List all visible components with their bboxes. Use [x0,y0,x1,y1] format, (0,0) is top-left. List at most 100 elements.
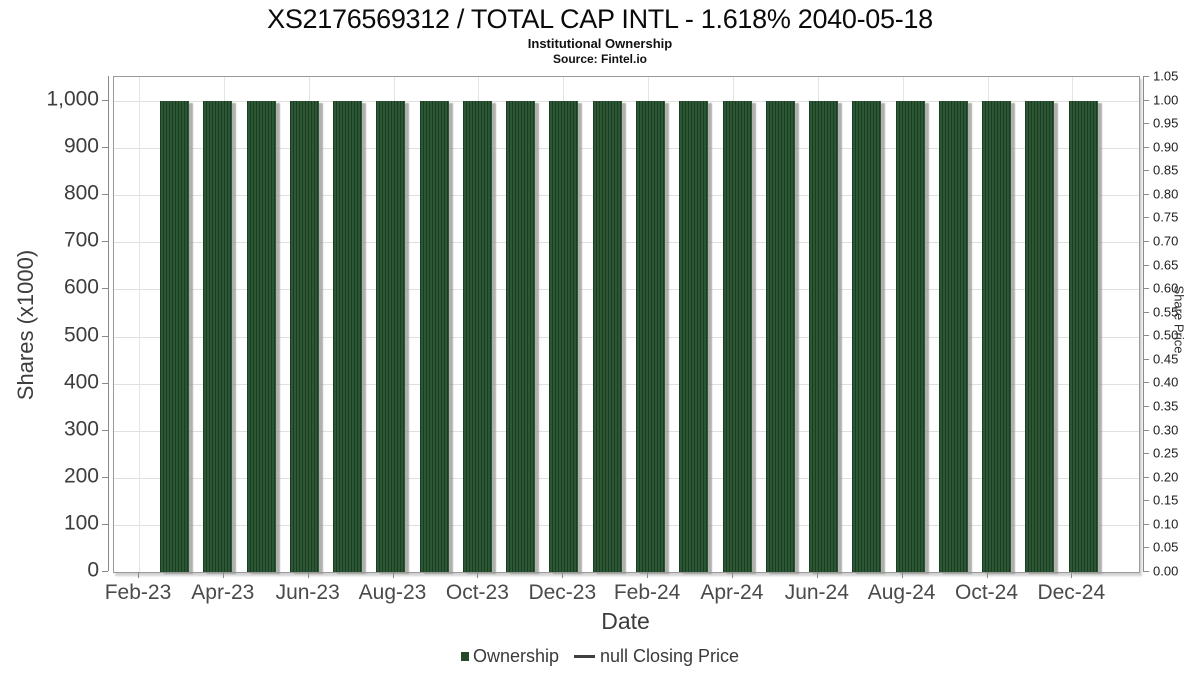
ownership-bar[interactable] [549,101,579,572]
h-gridline [114,101,1139,102]
y-axis-tick-left [102,335,108,337]
y-axis-tick-right [1143,288,1149,290]
ownership-bar[interactable] [289,101,319,572]
y-axis-label-left: 0 [87,558,99,582]
h-gridline [114,148,1139,150]
y-axis-tick-right [1143,123,1149,125]
y-axis-spine-left [108,76,109,571]
ownership-bar[interactable] [203,101,233,572]
h-gridline [114,242,1139,244]
y-axis-tick-left [102,429,108,431]
y-axis-label-right: 0.20 [1153,469,1179,485]
y-axis-tick-right [1143,523,1149,525]
y-axis-tick-right [1143,146,1149,148]
y-axis-tick-right [1143,382,1149,384]
y-axis-label-left: 900 [63,134,99,158]
y-axis-title-right: Share Price [1171,285,1187,354]
legend-ownership-label[interactable]: Ownership [472,646,559,666]
ownership-bar[interactable] [333,101,363,572]
ownership-bar[interactable] [376,101,406,572]
x-axis-label: Jun-23 [275,581,340,604]
chart-legend: Ownership null Closing Price [0,646,1200,667]
y-axis-tick-right [1143,453,1149,455]
y-axis-tick-left [102,571,108,572]
ownership-bar[interactable] [462,101,492,572]
ownership-bar[interactable] [809,101,839,572]
x-axis-label: Aug-24 [867,581,936,604]
y-axis-label-left: 600 [63,275,99,299]
x-axis-label: Feb-23 [104,581,172,604]
legend-closing-price-label[interactable]: null Closing Price [599,646,740,666]
y-axis-label-right: 0.05 [1153,539,1179,555]
y-axis-tick-right [1143,476,1149,478]
legend-line-marker-icon [573,655,595,658]
y-axis-tick-left [102,194,108,196]
y-axis-spine-right [1143,76,1144,571]
ownership-bar[interactable] [1068,101,1098,572]
y-axis-tick-right [1143,335,1149,337]
y-axis-tick-right [1143,241,1149,242]
y-axis-label-right: 1.05 [1153,68,1179,84]
y-axis-tick-left [102,476,108,478]
y-axis-label-right: 0.95 [1153,115,1179,131]
ownership-bar[interactable] [679,101,709,572]
y-axis-tick-right [1143,170,1149,172]
x-axis-label: Apr-24 [700,581,764,604]
y-axis-tick-right [1143,547,1149,549]
y-axis-tick-right [1143,358,1149,360]
x-axis-label: Apr-23 [191,581,255,604]
y-axis-label-right: 0.90 [1153,139,1179,155]
y-axis-tick-right [1143,571,1149,572]
x-axis-label: Oct-24 [954,581,1019,604]
y-axis-label-left: 100 [63,511,99,535]
h-gridline [114,477,1139,479]
y-axis-label-left: 200 [63,464,99,488]
legend-ownership-swatch-icon [460,652,469,661]
x-axis-label: Dec-24 [1037,581,1106,604]
x-axis-label: Feb-24 [613,581,681,604]
chart-title: XS2176569312 / TOTAL CAP INTL - 1.618% 2… [267,4,933,34]
y-axis-label-left: 300 [63,417,99,441]
y-axis-tick-right [1143,264,1149,266]
y-axis-label-right: 0.00 [1153,563,1179,579]
y-axis-label-left: 500 [63,323,99,347]
x-axis-label: Oct-23 [445,581,509,604]
ownership-bar[interactable] [592,101,622,572]
y-axis-tick-left [102,241,108,243]
y-axis-label-left: 700 [63,228,99,252]
ownership-bar[interactable] [419,101,449,572]
h-gridline [114,289,1139,291]
y-axis-label-right: 0.10 [1153,516,1179,532]
y-axis-tick-left [102,100,108,101]
ownership-bar[interactable] [246,101,276,572]
ownership-bar[interactable] [765,101,795,572]
h-gridline [114,383,1139,385]
y-axis-tick-right [1143,217,1149,219]
ownership-bar[interactable] [852,101,882,572]
chart-source-label: Source: Fintel.io [552,52,647,66]
v-gridline [139,77,140,572]
h-gridline [114,336,1139,338]
y-axis-title-left: Shares (x1000) [13,249,38,401]
x-axis-label: Jun-24 [784,581,849,604]
ownership-bar[interactable] [895,101,925,572]
ownership-bar[interactable] [160,101,189,572]
y-axis-tick-right [1143,193,1149,195]
chart-subtitle: Institutional Ownership [527,36,673,51]
y-axis-label-right: 0.15 [1153,492,1179,508]
ownership-bar[interactable] [636,101,665,572]
y-axis-label-left: 1,000 [46,87,99,111]
y-axis-tick-left [102,147,108,149]
ownership-bar[interactable] [982,101,1012,572]
y-axis-tick-right [1143,429,1149,431]
ownership-bar[interactable] [938,101,968,572]
ownership-bar[interactable] [1025,101,1055,572]
ownership-bar[interactable] [722,101,752,572]
h-gridline [114,430,1139,432]
ownership-bar[interactable] [506,101,536,572]
y-axis-tick-right [1143,500,1149,502]
y-axis-tick-left [102,523,108,525]
h-gridline [114,195,1139,197]
y-axis-tick-left [102,382,108,384]
